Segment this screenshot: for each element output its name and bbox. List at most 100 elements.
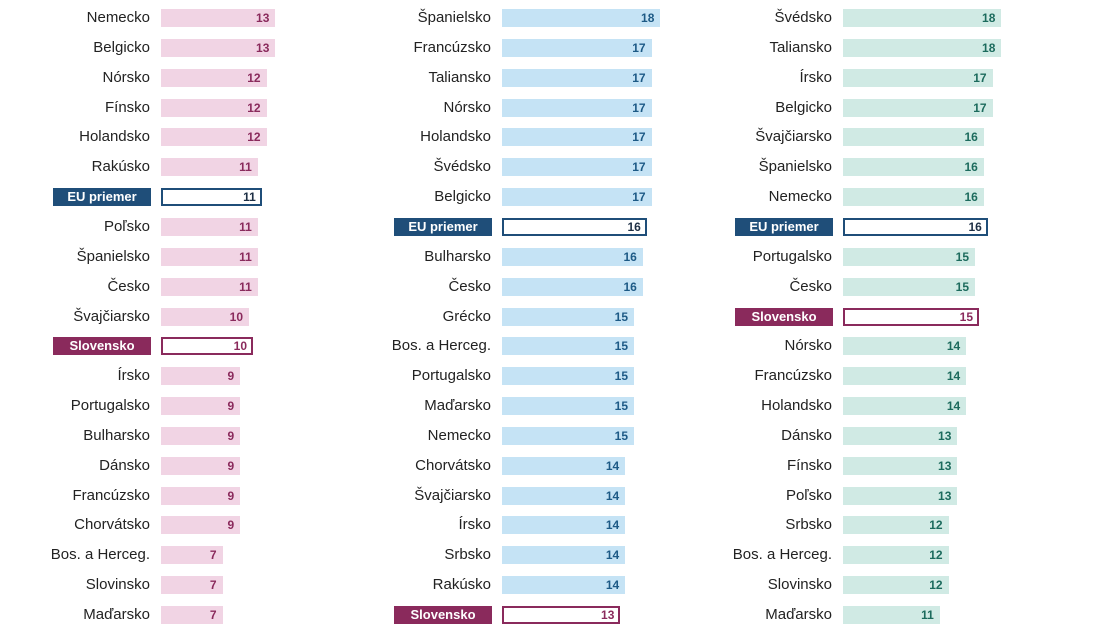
bar-row: Bos. a Herceg. 7 [0,545,370,565]
bar-value-label: 16 [964,130,978,145]
bar-value-label: 15 [955,279,969,294]
bar-row: Holandsko 12 [0,127,370,147]
bar: 16 [843,128,984,147]
bar: 17 [502,68,652,87]
bar-value-label: 13 [938,488,952,503]
bar: 7 [161,606,223,624]
bar-row: Bos. a Herceg. 12 [682,545,1052,565]
bar-row: Fínsko 13 [682,456,1052,476]
bar-label: Rakúsko [91,158,150,176]
bar: 13 [161,38,276,57]
bar-label: Fínsko [104,98,150,116]
bar: 14 [843,397,967,416]
bar: 14 [502,456,626,475]
bar-label: Španielsko [758,158,832,176]
bar: 7 [161,576,223,595]
bar-label: Švédsko [433,158,491,176]
bar-value-label: 15 [614,309,628,324]
bar-row: Grécko 15 [341,307,711,327]
bar-value-label: 17 [973,100,987,115]
bar-row: Bulharsko 16 [341,247,711,267]
bar-row: Portugalsko 15 [341,366,711,386]
bar-value-label: 7 [209,608,217,622]
bar-value-label: 11 [239,219,252,234]
bar-label: Česko [448,277,491,295]
bar-value-label: 10 [233,339,247,354]
bar-value-label: 14 [946,339,961,354]
bar-value-label: 13 [256,11,270,25]
bar-row: Švajčiarsko 10 [0,307,370,327]
bar-value-label: 14 [605,548,620,563]
bar: 9 [161,486,241,505]
bar-row: Španielsko 16 [682,157,1052,177]
bar-row: Švédsko 18 [682,8,1052,28]
bar-value-label: 14 [605,488,620,503]
bar-row: Nemecko 16 [682,187,1052,207]
bar-row: Česko 16 [341,277,711,297]
bar-row: Maďarsko 15 [341,396,711,416]
bar-value-label: 17 [632,190,646,205]
bar: 15 [843,247,975,266]
bar: 15 [502,397,634,416]
bar: 12 [843,576,949,595]
bar-label: EU priemer [53,188,151,207]
bar-label: Nemecko [427,426,491,444]
bar-row: Dánsko 9 [0,456,370,476]
bar: 16 [843,188,984,207]
bar-row: Chorvátsko 9 [0,515,370,535]
bar-label: Srbsko [444,546,491,564]
bar-row: Slovinsko 12 [682,575,1052,595]
bar-label: Maďarsko [765,606,832,623]
bar-label: Belgicko [93,38,150,56]
bar-label: Slovinsko [767,576,832,594]
panel-1: Nemecko 13 Belgicko 13 Nórsko 12 Fínsko 12 Holan… [0,0,370,624]
bar-label: Belgicko [434,188,491,206]
bar-value-label: 17 [632,130,646,145]
bar-row: Chorvátsko 14 [341,456,711,476]
bar-value-label: 11 [239,279,252,294]
bar-value-label: 17 [632,100,646,115]
bar-label: Maďarsko [424,397,491,415]
bar: 9 [161,426,241,445]
bar-label: Španielsko [417,9,491,26]
bar-row: Nemecko 15 [341,426,711,446]
bar-row: Slovinsko 7 [0,575,370,595]
bar-value-label: 13 [938,428,952,443]
bar: 11 [161,277,258,296]
bar-value-label: 15 [614,369,628,384]
bar-row: Belgicko 17 [682,98,1052,118]
bar-row: Írsko 17 [682,68,1052,88]
bar-label: Slovensko [735,307,833,326]
bar: 17 [843,98,993,117]
bar-value-label: 9 [227,518,235,533]
bar: 16 [843,217,988,236]
bar-value-label: 16 [964,160,978,175]
bar-label: Nemecko [768,188,832,206]
bar-value-label: 9 [227,369,235,384]
bar: 9 [161,456,241,475]
bar: 12 [843,546,949,565]
bar-row: Dánsko 13 [682,426,1052,446]
bar-value-label: 11 [239,160,252,175]
bar-value-label: 17 [632,160,646,175]
bar-label: Chorvátsko [74,516,150,534]
bar-label: Srbsko [785,516,832,534]
bar-value-label: 15 [959,309,973,324]
bar-label: Chorvátsko [415,456,491,474]
bar: 11 [161,217,258,236]
bar-row: Portugalsko 9 [0,396,370,416]
bar: 15 [502,337,634,356]
bar-row: Nórsko 12 [0,68,370,88]
bar-row: Švédsko 17 [341,157,711,177]
bar-row: Francúzsko 14 [682,366,1052,386]
bar-value-label: 7 [209,548,217,563]
bar-label: Fínsko [786,456,832,474]
bar-label: Švajčiarsko [73,307,150,325]
bar-label: Francúzsko [72,486,150,504]
bar: 14 [843,337,967,356]
bar-value-label: 12 [929,578,943,593]
bar: 14 [843,367,967,386]
bar: 13 [843,456,958,475]
bar-value-label: 9 [227,428,235,443]
bar: 15 [843,277,975,296]
